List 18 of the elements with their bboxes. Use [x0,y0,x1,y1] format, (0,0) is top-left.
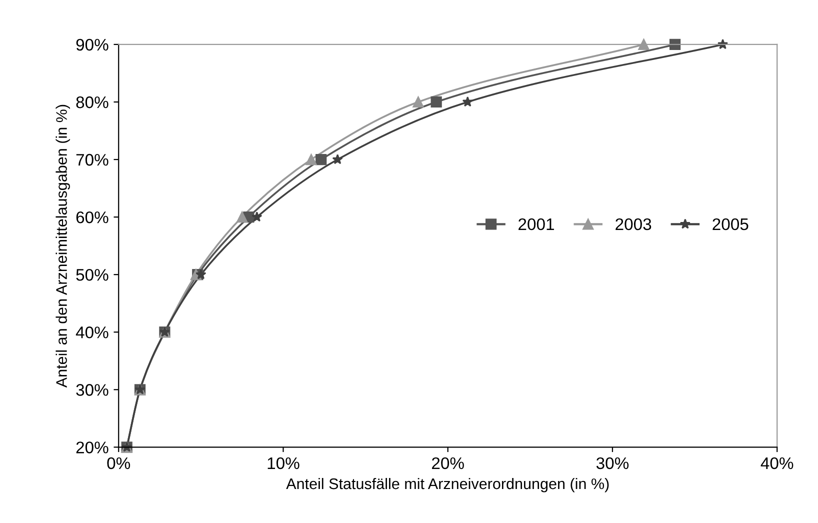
legend-label: 2005 [712,218,748,230]
legend-label: 2001 [518,218,554,230]
legend-label: 2003 [616,218,652,230]
x-tick-label: 30% [596,457,629,470]
y-tick-label: 40% [76,326,108,338]
y-tick-label: 70% [76,154,108,166]
x-tick-label: 10% [268,457,300,470]
y-tick-label: 60% [76,211,108,224]
y-axis-title: Anteil an den Arzneimittelausgaben (in %) [56,104,70,388]
x-tick-label: 20% [432,457,464,470]
y-tick-label: 30% [76,384,108,396]
y-tick-label: 90% [76,38,108,51]
y-tick-label: 80% [76,96,108,108]
x-axis-title: Anteil Statusfälle mit Arzneiverordnungen (in %) [286,478,609,492]
y-tick-label: 50% [76,268,108,281]
x-tick-label: 0% [107,457,130,470]
x-tick-label: 40% [760,457,794,470]
y-tick-label: 20% [76,442,108,454]
